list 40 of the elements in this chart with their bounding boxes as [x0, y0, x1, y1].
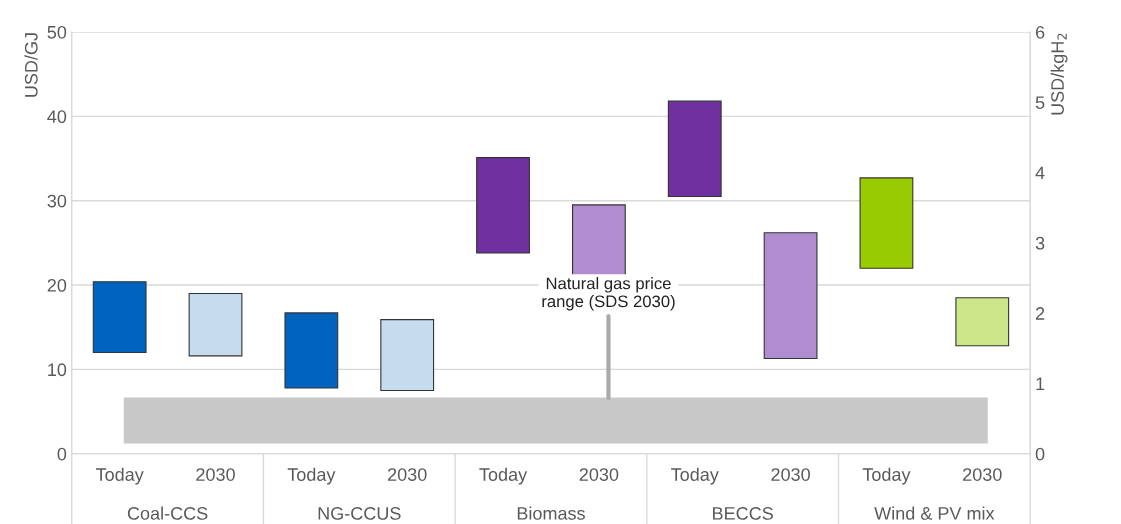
text: BECCS — [713, 507, 773, 520]
x-tick-label: Today — [287, 467, 336, 485]
x-tick-label: 2030 — [963, 468, 1002, 481]
text: Coal-CCS — [127, 506, 208, 520]
bar — [859, 177, 914, 269]
y2-tick-label: 1 — [1036, 377, 1045, 391]
y-tick-label: 30 — [47, 194, 67, 208]
y-tick-label: 0 — [57, 447, 67, 461]
bar — [380, 319, 435, 392]
bar — [284, 312, 339, 389]
y-tick-label: 10 — [48, 363, 67, 377]
x-tick-label: Today — [862, 467, 911, 485]
y2-tick-label: 5 — [1035, 96, 1045, 109]
bar — [188, 292, 243, 357]
x-tick-label: 2030 — [771, 468, 810, 481]
bar — [763, 232, 818, 360]
text: Biomass — [517, 506, 585, 520]
y-axis-title: USD/GJ — [24, 33, 38, 97]
bar — [92, 281, 147, 354]
y2-tick-label: 3 — [1035, 236, 1045, 250]
x-tick-label: Today — [671, 467, 719, 485]
y2-tick-label: 2 — [1035, 307, 1045, 320]
text: NG-CCUS — [318, 507, 401, 520]
x-tick-label: Today — [479, 467, 528, 485]
y2-tick-label: 0 — [1035, 447, 1045, 461]
y2-tick-label: 6 — [1035, 25, 1045, 39]
y2-tick-label: 4 — [1035, 166, 1045, 180]
band-label: Natural gas price range (SDS 2030) — [542, 277, 675, 311]
x-tick-label: Today — [95, 467, 144, 485]
bar — [476, 157, 530, 254]
y-tick-label: 50 — [47, 25, 67, 39]
x-tick-label: 2030 — [579, 468, 619, 481]
bar — [667, 100, 722, 198]
y-tick-label: 40 — [47, 110, 67, 124]
x-tick-label: 2030 — [196, 468, 235, 481]
y-tick-label: 20 — [47, 278, 67, 292]
y2-axis-title: USD/kgH$_{2}$ — [1050, 33, 1068, 115]
x-tick-label: 2030 — [388, 468, 427, 481]
bar — [955, 297, 1010, 347]
text: Wind & PV mix — [874, 506, 995, 520]
